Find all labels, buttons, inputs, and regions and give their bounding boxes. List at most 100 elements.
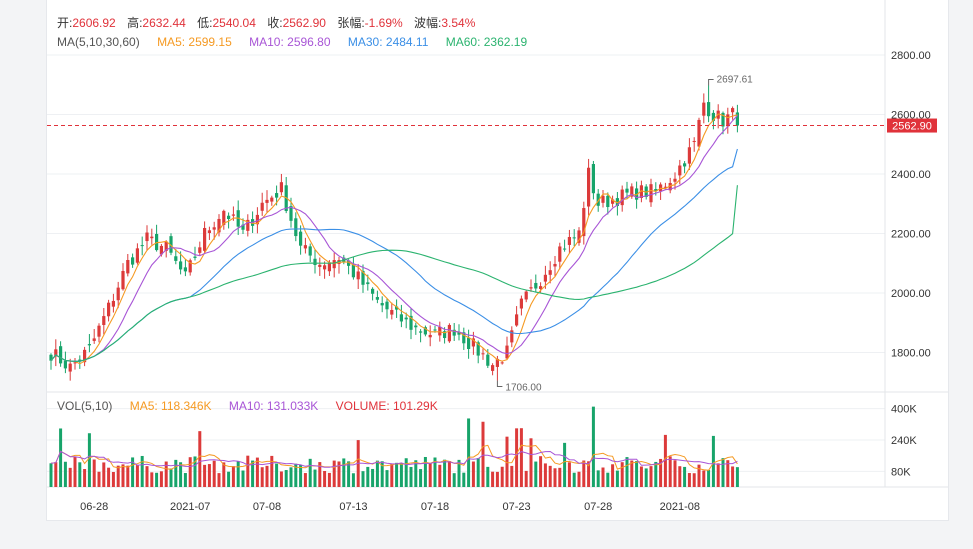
candle-body [299, 231, 303, 246]
volume-bar [63, 461, 67, 487]
volume-bar [49, 463, 53, 487]
volume-bar [572, 472, 576, 487]
candle-body [697, 119, 701, 147]
volume-bar [102, 462, 106, 487]
volume-bar [534, 461, 538, 487]
candle-body [419, 331, 423, 333]
candle-body [318, 264, 322, 267]
candle-body [687, 147, 691, 164]
candle-body [563, 248, 567, 250]
candle-body [519, 298, 523, 309]
volume-bar [471, 461, 475, 487]
candle-body [443, 331, 447, 339]
volume-bar [399, 463, 403, 487]
volume-bar [207, 464, 211, 487]
kline-chart[interactable]: 2562.90 2697.61 1706.00 2600.00 2400.00 2200… [47, 0, 948, 520]
volume-bar [467, 418, 471, 487]
volume-bar [231, 466, 235, 487]
volume-bar [303, 473, 307, 487]
current-price-label: 2562.90 [892, 121, 932, 133]
candle-body [49, 354, 53, 361]
candle-body [668, 182, 672, 191]
volume-bar [553, 468, 557, 487]
volume-bar [606, 472, 610, 487]
markers: 2562.90 2697.61 1706.00 [47, 74, 937, 393]
volume-bar [620, 462, 624, 487]
candle-body [630, 186, 634, 197]
candle-body [78, 359, 82, 362]
y-axis: 2600.00 2400.00 2200.00 2000.00 1800.00 2800.… [891, 50, 931, 478]
candle-body [399, 314, 403, 322]
candle-body [452, 329, 456, 336]
volume-bar [567, 462, 571, 487]
candle-body [135, 248, 139, 263]
candle-body [179, 261, 183, 270]
candle-body [524, 291, 528, 300]
volume-bar [543, 463, 547, 487]
vol-y-tick-label: 400K [891, 404, 917, 416]
open-label: 开: [57, 16, 72, 30]
volume-bar [361, 471, 365, 487]
high-value: 2632.44 [142, 16, 186, 30]
candle-body [620, 189, 624, 206]
volume-bar [505, 436, 509, 487]
candle-body [313, 258, 317, 266]
candle-body [486, 354, 490, 366]
candle-body [188, 260, 192, 273]
volume-bar [97, 471, 101, 487]
candle-body [255, 214, 259, 225]
x-tick-label: 07-23 [503, 501, 531, 513]
volume-bar [54, 462, 58, 487]
volume-bar [150, 472, 154, 487]
volume-bar [438, 464, 442, 487]
candle-body [539, 286, 543, 289]
volume-bar [68, 467, 72, 487]
candle-body [721, 112, 725, 127]
volume-bar [414, 460, 418, 487]
candle-body [423, 327, 427, 335]
volume-bar [193, 456, 197, 487]
volume-bar [241, 470, 245, 487]
candle-body [92, 338, 96, 341]
candle-body [491, 365, 495, 371]
volume-bar [524, 470, 528, 487]
volume-bar [159, 471, 163, 487]
volume-bar [591, 406, 595, 487]
volume-bar [318, 462, 322, 487]
candle-body [625, 188, 629, 193]
candle-body [534, 282, 538, 289]
candle-body [639, 185, 643, 198]
candle-body [241, 224, 245, 230]
volume-bar [548, 465, 552, 487]
candle-body [73, 362, 77, 364]
y-tick-label: 2000.00 [891, 288, 931, 300]
volume-bar [558, 467, 562, 487]
volume-bar [457, 459, 461, 487]
volume-bar [327, 472, 331, 487]
candle-body [270, 197, 274, 202]
candle-body [265, 199, 269, 203]
candle-body [500, 362, 504, 364]
candle-body [707, 102, 711, 117]
candle-body [591, 164, 595, 194]
candle-body [222, 210, 226, 225]
candle-body [481, 353, 485, 355]
volume-bar [174, 459, 178, 487]
candle-body [467, 337, 471, 349]
volume-bar [131, 457, 135, 487]
volume-bar [217, 473, 221, 487]
candle-body [279, 182, 283, 193]
candle-body [587, 167, 591, 207]
candle-body [582, 208, 586, 237]
volume-bar [721, 458, 725, 487]
volume-bar [284, 470, 288, 487]
ma-title: MA(5,10,30,60) [57, 35, 140, 49]
volume-bar [726, 460, 730, 487]
x-tick-label: 07-28 [584, 501, 612, 513]
ohlc-info: 开:2606.92 高:2632.44 低:2540.04 收:2562.90 … [57, 15, 476, 30]
x-tick-label: 2021-07 [170, 501, 210, 513]
volume-bar [145, 466, 149, 487]
volume-bar [452, 473, 456, 487]
volume-bar [668, 456, 672, 487]
candle-body [107, 302, 111, 317]
